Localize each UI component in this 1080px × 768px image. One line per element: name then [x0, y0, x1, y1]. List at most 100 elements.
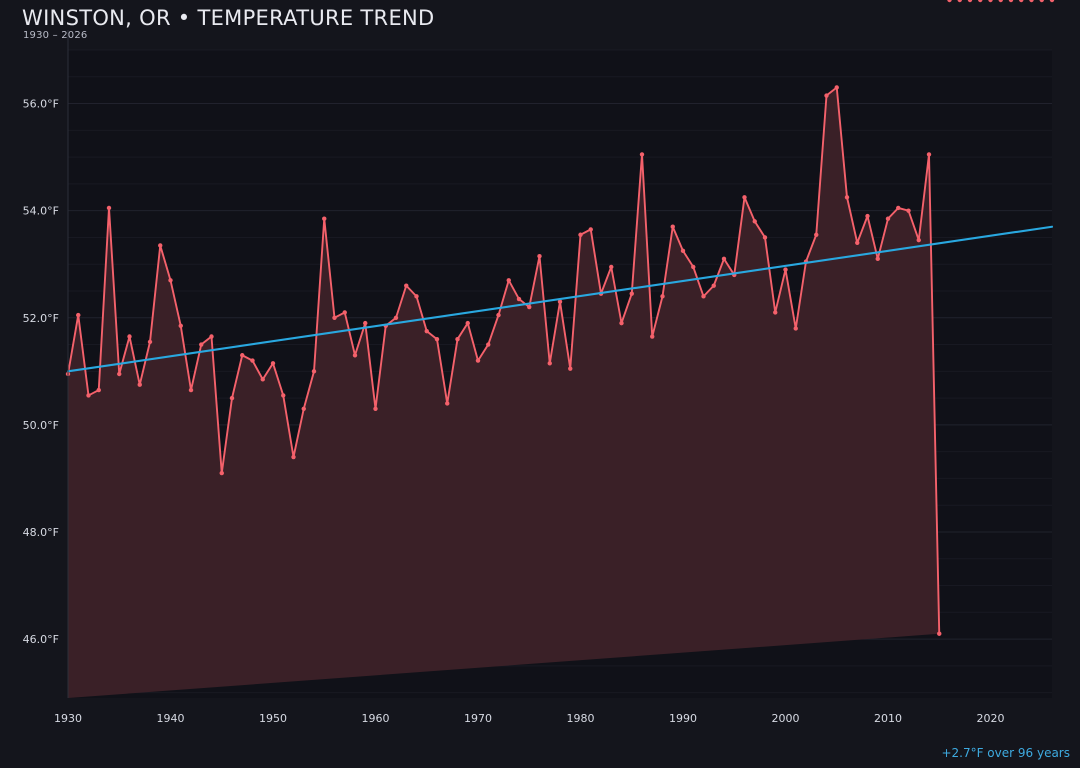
y-axis-tick-label: 54.0°F: [23, 205, 59, 218]
x-axis-tick-label: 2000: [772, 712, 800, 725]
linear-trend-line: [66, 225, 1054, 373]
data-point-marker: [86, 393, 91, 398]
data-point-marker: [937, 631, 942, 636]
data-point-marker: [117, 371, 122, 377]
data-point-marker: [322, 216, 327, 221]
data-point-marker: [916, 237, 921, 243]
x-axis-tick-label: 1930: [54, 712, 82, 725]
data-point-marker: [516, 296, 522, 302]
y-axis-tick-label: 52.0°F: [23, 312, 59, 325]
data-point-marker: [762, 235, 768, 240]
data-point-marker: [834, 85, 839, 90]
page-title: WINSTON, OR • TEMPERATURE TREND: [22, 6, 435, 30]
data-point-marker: [721, 256, 727, 262]
x-axis-tick-label: 1950: [259, 712, 287, 725]
data-point-marker: [711, 283, 716, 288]
data-point-marker: [127, 334, 132, 339]
data-point-marker: [701, 294, 706, 299]
data-point-marker: [752, 219, 757, 224]
data-point-marker: [639, 152, 645, 157]
data-point-marker: [486, 342, 491, 347]
data-point-marker: [96, 387, 101, 393]
data-point-marker: [240, 353, 245, 358]
data-point-marker: [106, 205, 112, 211]
data-point-marker: [793, 326, 798, 331]
data-point-marker: [609, 264, 614, 270]
data-point-marker: [178, 323, 183, 328]
data-point-marker: [301, 406, 306, 412]
data-point-marker: [147, 339, 153, 345]
data-point-marker: [281, 393, 286, 398]
data-point-marker: [434, 336, 440, 342]
x-axis-tick-label: 1980: [567, 712, 595, 725]
data-point-marker: [537, 253, 542, 259]
series-area-fill: [68, 87, 940, 699]
data-point-marker: [660, 294, 665, 299]
data-point-marker: [496, 312, 501, 318]
data-point-marker: [465, 320, 470, 326]
y-axis-tick-label: 56.0°F: [23, 98, 59, 111]
data-point-marker: [742, 195, 747, 200]
data-point-marker: [619, 320, 624, 326]
data-point-marker: [229, 395, 235, 401]
x-axis-tick-label: 2010: [874, 712, 902, 725]
temperature-line: [67, 86, 941, 635]
x-axis-tick-label: 2020: [977, 712, 1005, 725]
data-point-marker: [865, 213, 870, 219]
data-point-marker: [773, 310, 778, 315]
data-point-marker: [404, 283, 409, 288]
x-axis-tick-label: 1940: [157, 712, 185, 725]
data-point-marker: [414, 294, 419, 299]
x-axis-tick-label: 1990: [669, 712, 697, 725]
data-point-marker: [1029, 0, 1034, 3]
data-point-marker: [947, 0, 952, 3]
data-point-marker: [158, 243, 163, 248]
data-point-marker: [527, 304, 532, 310]
data-point-marker: [885, 216, 891, 221]
data-point-marker: [363, 320, 368, 326]
data-point-marker: [475, 358, 481, 363]
trend-line: [66, 225, 1054, 373]
data-point-marker: [1019, 0, 1024, 3]
data-point-marker: [906, 208, 911, 213]
data-point-marker: [998, 0, 1003, 3]
data-point-marker: [76, 312, 81, 318]
x-axis-tick-label: 1970: [464, 712, 492, 725]
data-point-marker: [680, 248, 686, 254]
data-point-marker: [250, 358, 255, 363]
y-axis-tick-label: 48.0°F: [23, 526, 59, 539]
data-point-marker: [957, 0, 962, 3]
x-axis-tick-labels: 1930 1940 1950 1960 1970 1980 1990 2000 2010 2020: [54, 712, 1005, 725]
data-point-marker: [352, 353, 358, 358]
data-point-marker: [967, 0, 973, 3]
series-line: [67, 86, 941, 635]
data-point-marker: [875, 256, 880, 262]
data-point-marker: [926, 152, 932, 157]
data-point-marker: [1039, 0, 1044, 3]
data-point-marker: [557, 299, 563, 304]
area-fill-polygon: [68, 87, 940, 699]
data-point-marker: [578, 232, 583, 237]
data-point-marker: [373, 406, 378, 412]
series-markers: [65, 0, 1055, 636]
data-point-marker: [824, 93, 829, 98]
data-point-marker: [188, 387, 194, 393]
data-point-marker: [988, 0, 993, 3]
data-point-marker: [311, 369, 317, 374]
y-axis-tick-label: 46.0°F: [23, 633, 59, 646]
x-axis-tick-label: 1960: [362, 712, 390, 725]
data-point-marker: [896, 205, 901, 211]
data-point-marker: [978, 0, 983, 3]
data-point-marker: [588, 227, 593, 232]
data-point-marker: [393, 315, 399, 320]
data-point-marker: [219, 470, 224, 476]
data-point-marker: [270, 361, 276, 366]
data-point-marker: [342, 310, 347, 315]
data-point-marker: [568, 366, 573, 371]
page-subtitle: 1930 – 2026: [23, 30, 88, 41]
data-point-marker: [199, 342, 204, 347]
data-point-marker: [650, 334, 655, 339]
data-point-marker: [670, 224, 675, 229]
